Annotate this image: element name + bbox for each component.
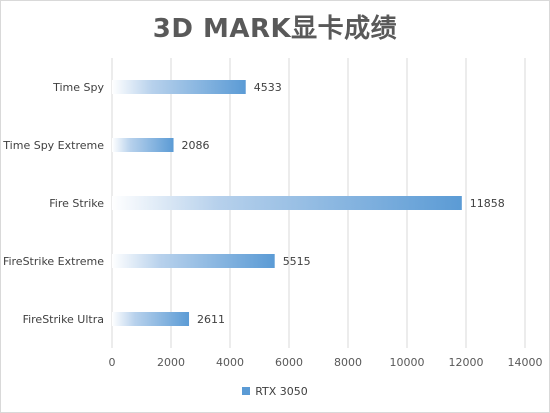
category-label: FireStrike Extreme bbox=[3, 255, 104, 268]
legend-swatch bbox=[242, 387, 251, 395]
data-label: 11858 bbox=[470, 197, 505, 210]
x-tick-label: 8000 bbox=[334, 356, 362, 369]
bar bbox=[112, 80, 246, 94]
data-label: 2086 bbox=[182, 139, 210, 152]
x-tick-label: 12000 bbox=[449, 356, 484, 369]
bar bbox=[112, 254, 275, 268]
bar bbox=[112, 138, 174, 152]
category-label: Time Spy bbox=[52, 81, 104, 94]
x-tick-label: 2000 bbox=[157, 356, 185, 369]
x-tick-label: 14000 bbox=[508, 356, 543, 369]
bar bbox=[112, 196, 462, 210]
legend: RTX 3050 bbox=[0, 385, 550, 398]
x-tick-label: 6000 bbox=[275, 356, 303, 369]
data-label: 4533 bbox=[254, 81, 282, 94]
x-tick-label: 4000 bbox=[216, 356, 244, 369]
category-label: Fire Strike bbox=[49, 197, 104, 210]
bar bbox=[112, 312, 190, 326]
category-label: Time Spy Extreme bbox=[2, 139, 104, 152]
data-label: 5515 bbox=[283, 255, 311, 268]
category-label: FireStrike Ultra bbox=[23, 313, 104, 326]
legend-label: RTX 3050 bbox=[255, 385, 308, 398]
x-tick-label: 0 bbox=[109, 356, 116, 369]
x-tick-label: 10000 bbox=[390, 356, 425, 369]
chart-title: 3D MARK显卡成绩 bbox=[152, 14, 398, 44]
data-label: 2611 bbox=[197, 313, 225, 326]
